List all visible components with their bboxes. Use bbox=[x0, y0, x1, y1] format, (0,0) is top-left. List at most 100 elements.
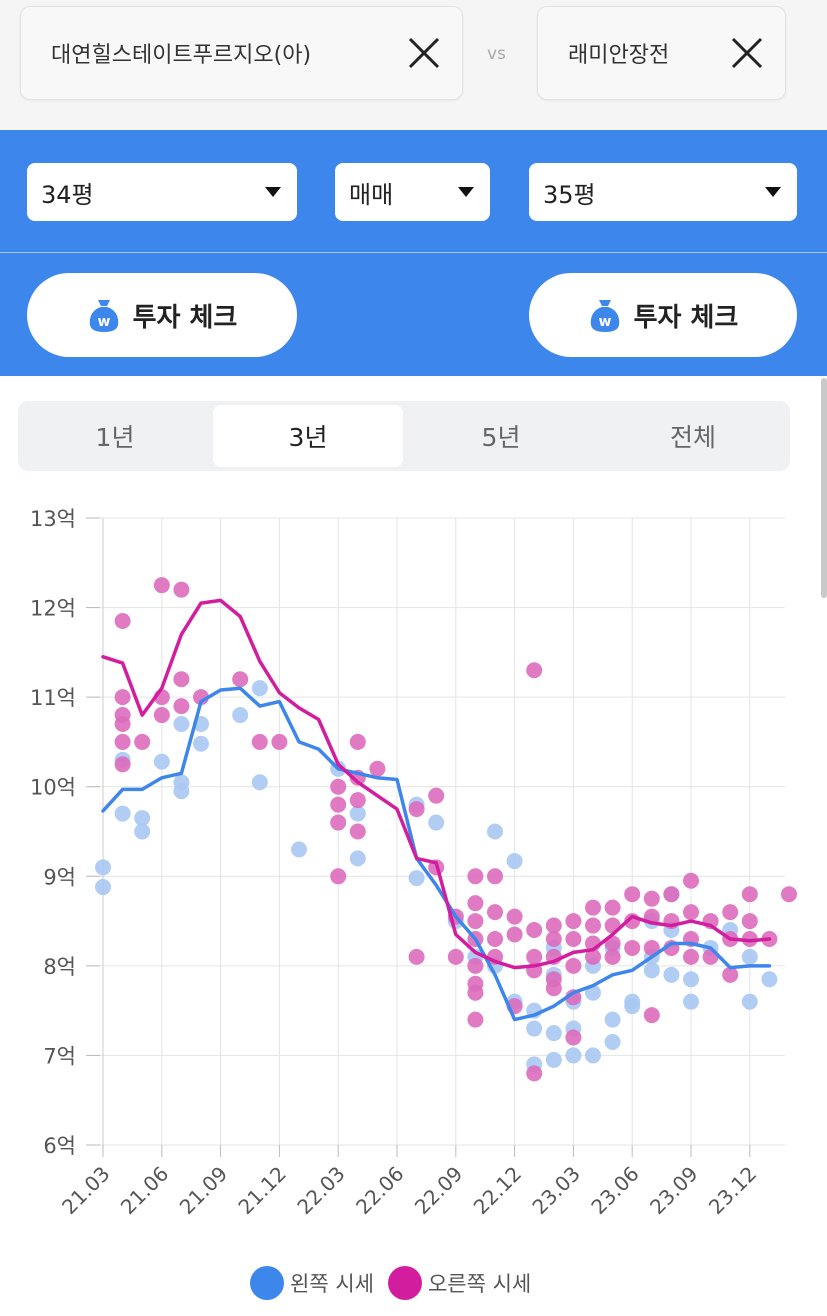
left-price-point bbox=[291, 841, 307, 858]
y-tick-label: 9억 bbox=[43, 865, 76, 889]
right-apartment-box[interactable]: 래미안장전 bbox=[537, 6, 786, 100]
right-price-point bbox=[408, 948, 425, 965]
left-apartment-box[interactable]: 대연힐스테이트푸르지오(아) bbox=[20, 6, 463, 100]
right-price-point bbox=[114, 733, 131, 750]
legend-right-swatch bbox=[387, 1266, 422, 1300]
left-price-point bbox=[408, 870, 425, 887]
left-price-point bbox=[193, 735, 209, 752]
left-size-value: 34평 bbox=[41, 180, 94, 209]
close-right-icon[interactable] bbox=[729, 35, 765, 71]
money-bag-icon: w bbox=[89, 300, 118, 332]
svg-text:w: w bbox=[598, 314, 611, 330]
right-price-point bbox=[643, 939, 660, 956]
right-price-point bbox=[330, 796, 347, 813]
period-tabs: 1년 3년 5년 전체 bbox=[18, 401, 790, 471]
right-invest-check-button[interactable]: w 투자 체크 bbox=[529, 273, 797, 357]
trade-type-select[interactable]: 매매 bbox=[335, 163, 490, 221]
left-price-point bbox=[741, 993, 758, 1010]
right-price-point bbox=[526, 1065, 543, 1082]
right-price-point bbox=[683, 904, 699, 921]
y-tick-label: 7억 bbox=[43, 1044, 76, 1068]
right-price-point bbox=[545, 930, 562, 947]
right-price-point bbox=[467, 868, 484, 885]
legend-left-label: 왼쪽 시세 bbox=[290, 1272, 374, 1296]
right-price-point bbox=[232, 671, 249, 688]
right-price-point bbox=[467, 984, 484, 1001]
left-price-point bbox=[506, 853, 523, 870]
left-price-point bbox=[585, 1047, 601, 1064]
right-price-point bbox=[330, 814, 347, 831]
tab-1-year[interactable]: 1년 bbox=[95, 423, 135, 452]
left-price-point bbox=[604, 1011, 621, 1028]
left-apartment-name: 대연힐스테이트푸르지오(아) bbox=[51, 43, 312, 68]
right-price-point bbox=[173, 581, 190, 598]
x-tick-label: 21.12 bbox=[233, 1162, 290, 1219]
right-price-point bbox=[408, 801, 425, 818]
right-price-point bbox=[369, 760, 386, 777]
right-price-point bbox=[781, 886, 797, 903]
y-tick-label: 11억 bbox=[30, 686, 76, 710]
x-tick-label: 21.09 bbox=[175, 1162, 232, 1219]
left-price-point bbox=[545, 1051, 562, 1068]
left-invest-check-button[interactable]: w 투자 체크 bbox=[27, 273, 297, 357]
right-price-point bbox=[722, 966, 739, 983]
legend-left-swatch bbox=[250, 1266, 284, 1300]
left-price-point bbox=[565, 1047, 582, 1064]
right-price-point bbox=[467, 913, 484, 930]
tab-all[interactable]: 전체 bbox=[669, 423, 716, 452]
close-left-icon[interactable] bbox=[406, 35, 442, 71]
right-price-point bbox=[506, 926, 523, 943]
right-price-point bbox=[153, 707, 170, 724]
left-price-point bbox=[545, 1025, 562, 1042]
caret-down-icon bbox=[265, 187, 281, 197]
y-tick-label: 6억 bbox=[43, 1134, 76, 1158]
left-price-point bbox=[134, 823, 151, 840]
right-price-point bbox=[447, 948, 464, 965]
right-price-point bbox=[349, 823, 366, 840]
right-price-point bbox=[526, 948, 543, 965]
left-price-point bbox=[663, 966, 680, 983]
right-price-point bbox=[565, 913, 582, 930]
right-price-point bbox=[467, 895, 484, 912]
right-price-point bbox=[741, 913, 758, 930]
right-price-point bbox=[349, 792, 366, 809]
left-price-point bbox=[173, 783, 190, 800]
right-price-point bbox=[643, 890, 660, 907]
left-price-point bbox=[153, 753, 170, 770]
right-price-point bbox=[585, 917, 601, 934]
left-price-point bbox=[428, 814, 445, 831]
tab-3-year[interactable]: 3년 bbox=[213, 405, 403, 467]
right-price-point bbox=[173, 671, 190, 688]
legend-right[interactable]: 오른쪽 시세 bbox=[387, 1266, 531, 1300]
right-price-point bbox=[565, 1029, 582, 1046]
right-price-point bbox=[585, 948, 601, 965]
right-price-point bbox=[114, 716, 131, 733]
left-price-point bbox=[251, 680, 268, 697]
right-size-value: 35평 bbox=[543, 180, 596, 209]
trade-type-value: 매매 bbox=[349, 180, 394, 209]
scrollbar[interactable] bbox=[821, 378, 827, 598]
right-price-point bbox=[114, 756, 131, 773]
x-tick-label: 22.03 bbox=[292, 1162, 349, 1219]
right-price-point bbox=[565, 957, 582, 974]
right-price-point bbox=[487, 930, 503, 947]
left-price-point bbox=[232, 707, 249, 724]
right-price-point bbox=[526, 922, 543, 939]
compare-header: 대연힐스테이트푸르지오(아) vs 래미안장전 bbox=[0, 0, 827, 130]
left-size-select[interactable]: 34평 bbox=[27, 163, 297, 221]
right-price-point bbox=[545, 980, 562, 997]
svg-text:w: w bbox=[97, 314, 110, 330]
right-size-select[interactable]: 35평 bbox=[529, 163, 797, 221]
legend-left[interactable]: 왼쪽 시세 bbox=[250, 1266, 374, 1300]
right-price-point bbox=[467, 1011, 484, 1028]
chart-legend: 왼쪽 시세 오른쪽 시세 bbox=[250, 1266, 545, 1300]
right-price-point bbox=[114, 613, 131, 630]
left-price-point bbox=[683, 971, 699, 988]
left-price-point bbox=[349, 850, 366, 867]
price-chart: 6억 7억 8억 9억 10억 11억 12억 13억 21.03 21.06 21.09 21.12… bbox=[30, 507, 797, 1219]
right-price-point bbox=[585, 899, 601, 916]
left-price-point bbox=[741, 948, 758, 965]
x-tick-label: 22.09 bbox=[410, 1162, 467, 1219]
tab-5-year[interactable]: 5년 bbox=[481, 423, 521, 452]
x-tick-label: 22.06 bbox=[351, 1162, 408, 1219]
